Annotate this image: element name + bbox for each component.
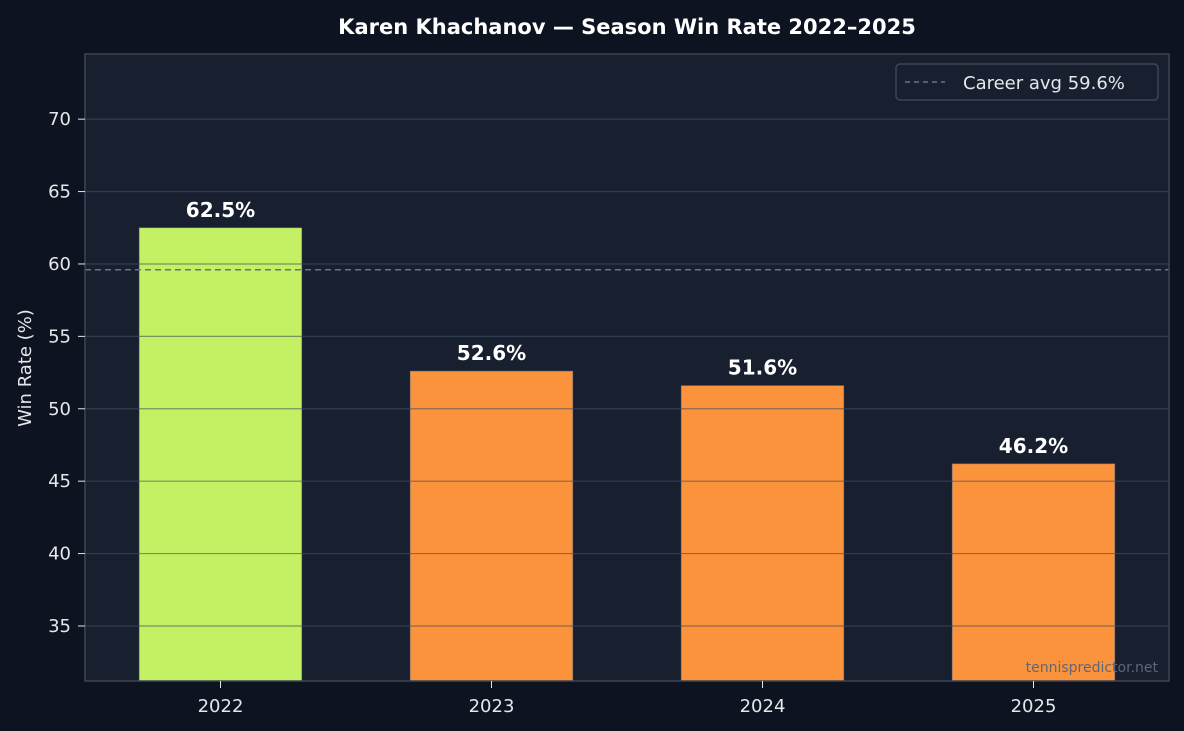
value-label-2025: 46.2% — [999, 434, 1068, 458]
legend-box — [895, 63, 1159, 101]
legend: Career avg 59.6% — [895, 63, 1159, 101]
plot-border — [84, 53, 1170, 682]
watermark: tennispredictor.net — [1026, 660, 1159, 676]
x-tick-label-2023: 2023 — [469, 696, 515, 717]
y-axis-label: Win Rate (%) — [15, 309, 36, 427]
legend-entry-career-avg: Career avg 59.6% — [963, 73, 1125, 94]
y-tick-label-50: 50 — [48, 399, 71, 420]
bar-2023 — [409, 370, 574, 682]
x-axis-ticks: 2022 2023 2024 2025 — [198, 681, 1057, 717]
y-tick-label-35: 35 — [48, 616, 71, 637]
bar-2024 — [680, 385, 845, 682]
y-axis-ticks: 35 40 45 50 55 60 65 70 — [48, 109, 85, 637]
y-tick-label-45: 45 — [48, 471, 71, 492]
bars — [138, 227, 1116, 682]
x-tick-label-2024: 2024 — [740, 696, 786, 717]
y-tick-label-65: 65 — [48, 182, 71, 203]
value-labels: 62.5% 52.6% 51.6% 46.2% — [186, 198, 1068, 458]
x-tick-label-2022: 2022 — [198, 696, 244, 717]
reference-layer — [85, 118, 1169, 627]
y-tick-label-40: 40 — [48, 544, 71, 565]
value-label-2022: 62.5% — [186, 198, 255, 222]
x-tick-label-2025: 2025 — [1011, 696, 1057, 717]
bar-2025 — [951, 463, 1116, 682]
y-tick-label-55: 55 — [48, 326, 71, 347]
y-tick-label-60: 60 — [48, 254, 71, 275]
value-label-2024: 51.6% — [728, 356, 797, 380]
y-tick-label-70: 70 — [48, 109, 71, 130]
value-label-2023: 52.6% — [457, 341, 526, 365]
bar-2022 — [138, 227, 303, 682]
chart-title: Karen Khachanov — Season Win Rate 2022–2… — [338, 15, 916, 39]
